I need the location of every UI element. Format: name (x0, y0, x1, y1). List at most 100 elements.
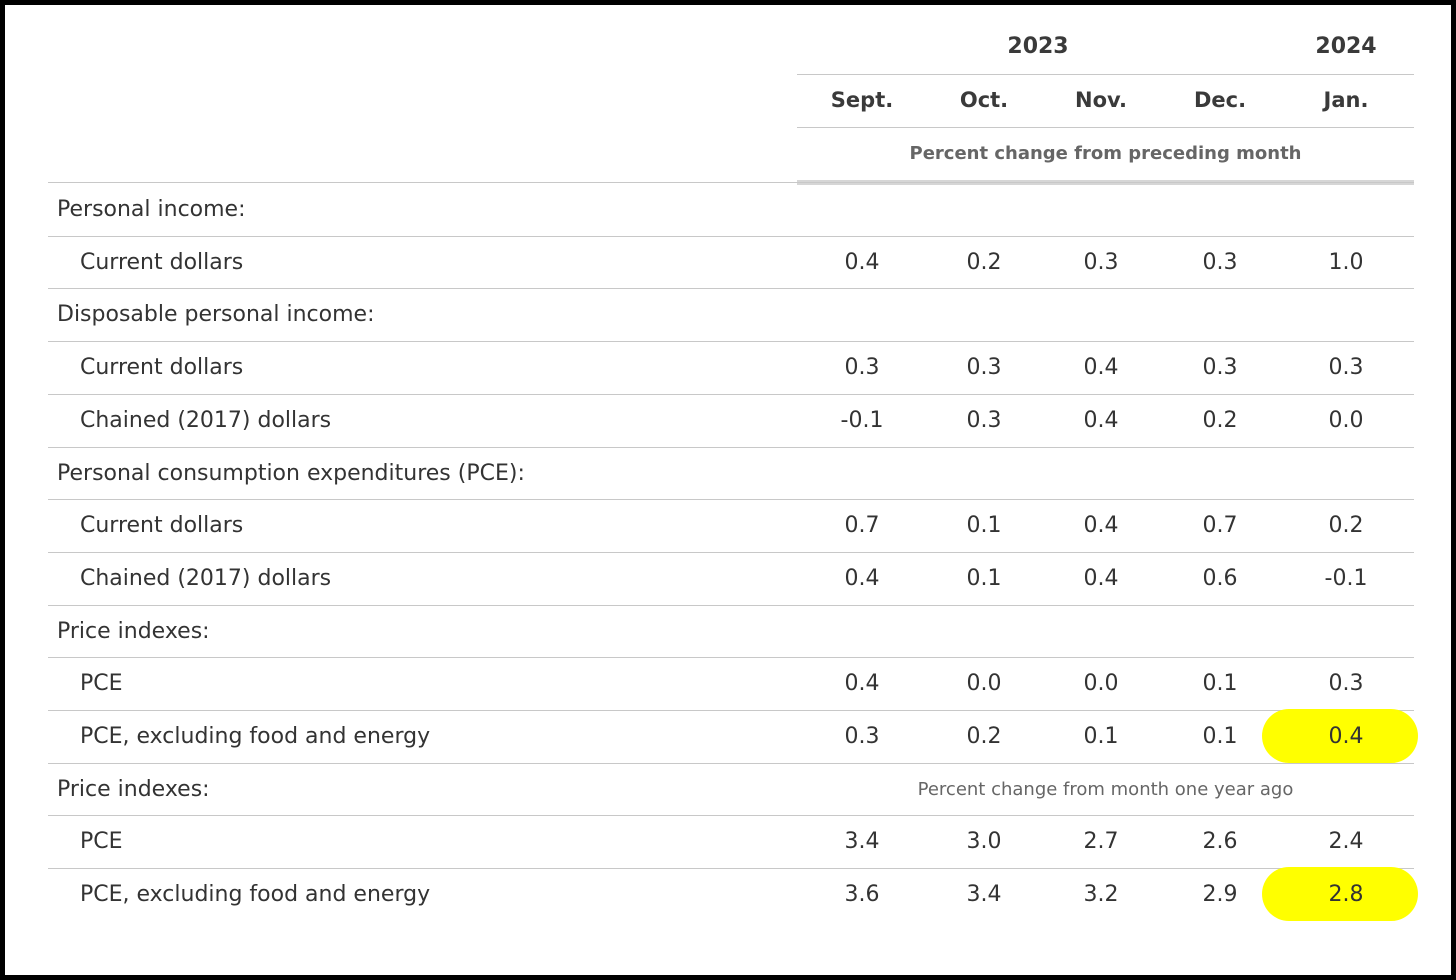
table-cell: 0.4 (1083, 407, 1119, 433)
row-label: Chained (2017) dollars (80, 407, 332, 433)
table-cell: 0.1 (1202, 724, 1238, 749)
table-cell: 0.0 (1083, 671, 1119, 697)
table-cell: 0.0 (1328, 407, 1364, 433)
table-row: Current dollars 0.4 0.2 0.3 0.3 1.0 (48, 237, 1414, 289)
table-row: PCE, excluding food and energy 0.3 0.2 0.1 0… (48, 709, 1418, 763)
table-cell: 3.0 (966, 829, 1002, 855)
row-divider (48, 499, 1414, 501)
table-cell: 0.3 (966, 407, 1002, 433)
row-divider (48, 551, 1414, 553)
year-header: 2023 (1007, 34, 1069, 59)
row-divider (48, 341, 1414, 343)
row-divider (48, 182, 1414, 183)
table-cell: 0.0 (966, 671, 1002, 697)
table-cell: 0.3 (966, 355, 1002, 381)
subheading-monthly: Percent change from preceding month (909, 143, 1302, 164)
category-row: Price indexes: (48, 606, 1414, 658)
row-label: Current dollars (80, 513, 244, 539)
table-cell: 0.4 (844, 249, 880, 275)
month-header: Sept. (830, 88, 894, 112)
row-label: PCE, excluding food and energy (80, 724, 431, 749)
table-cell: 0.1 (966, 565, 1002, 591)
header-rule (797, 127, 1414, 128)
category-row: Disposable personal income: (48, 289, 1414, 341)
table-row: PCE 0.4 0.0 0.0 0.1 0.3 (48, 658, 1414, 710)
row-divider (48, 446, 1414, 448)
table-cell: 0.2 (966, 249, 1002, 275)
table-row: Chained (2017) dollars -0.1 0.3 0.4 0.2 0.0 (48, 395, 1414, 447)
table-cell: -0.1 (1324, 565, 1368, 591)
table-row: Current dollars 0.7 0.1 0.4 0.7 0.2 (48, 500, 1414, 552)
row-divider (48, 393, 1414, 395)
row-divider (48, 868, 1414, 870)
table-cell: 2.6 (1202, 829, 1238, 855)
table-cell: 0.2 (1328, 513, 1364, 539)
month-header: Nov. (1075, 88, 1127, 112)
table-cell: 0.4 (844, 671, 880, 697)
row-label: Chained (2017) dollars (80, 565, 332, 591)
table-cell: 2.9 (1202, 882, 1238, 908)
month-header: Oct. (959, 88, 1009, 112)
row-divider (48, 815, 1414, 817)
row-divider (48, 288, 1414, 290)
highlight-marker (1262, 709, 1418, 763)
table-row: Current dollars 0.3 0.3 0.4 0.3 0.3 (48, 342, 1414, 394)
table-cell: 0.4 (1083, 565, 1119, 591)
table-cell: 0.1 (966, 513, 1002, 539)
table-cell: 3.6 (844, 882, 880, 908)
table-cell: 1.0 (1328, 249, 1364, 275)
table-cell: 0.7 (844, 513, 880, 539)
row-divider (48, 657, 1414, 659)
table-cell: 3.4 (844, 829, 880, 855)
subheading-annual: Percent change from month one year ago (917, 778, 1294, 800)
table-cell: 0.1 (1202, 671, 1238, 697)
table-cell: 2.7 (1083, 829, 1119, 855)
category-row: Personal consumption expenditures (PCE): (48, 448, 1414, 500)
table-cell: 0.4 (1328, 724, 1364, 749)
table-cell: 0.2 (1202, 407, 1238, 433)
table-cell: 3.4 (966, 882, 1002, 908)
row-divider (48, 710, 1414, 711)
row-label: PCE, excluding food and energy (80, 882, 431, 908)
highlight-marker (1262, 867, 1418, 922)
category-label: Disposable personal income: (57, 302, 375, 328)
row-divider (48, 235, 1414, 237)
category-label: Personal income: (57, 197, 246, 222)
row-label: Current dollars (80, 249, 244, 275)
row-divider (48, 762, 1414, 764)
table-row: Chained (2017) dollars 0.4 0.1 0.4 0.6 -0.1 (48, 553, 1414, 605)
table-cell: 0.3 (1202, 249, 1238, 275)
category-row: Price indexes: Percent change from month … (48, 764, 1414, 816)
table-cell: 0.6 (1202, 565, 1238, 591)
table-cell: 0.3 (1202, 355, 1238, 381)
header-rule (797, 74, 1414, 75)
category-label: Personal consumption expenditures (PCE): (57, 460, 525, 486)
month-header: Dec. (1193, 88, 1247, 112)
category-label: Price indexes: (57, 776, 210, 802)
table-row: PCE 3.4 3.0 2.7 2.6 2.4 (48, 816, 1414, 868)
table-cell: 0.3 (844, 724, 880, 749)
table-cell: 0.4 (844, 565, 880, 591)
table-cell: -0.1 (840, 407, 884, 433)
table-cell: 0.4 (1083, 355, 1119, 381)
table-cell: 0.2 (966, 724, 1002, 749)
year-header: 2024 (1315, 34, 1377, 59)
table-cell: 0.3 (1328, 355, 1364, 381)
table-cell: 0.3 (1083, 249, 1119, 275)
row-label: PCE (80, 671, 123, 697)
table-cell: 0.1 (1083, 724, 1119, 749)
table-cell: 2.4 (1328, 829, 1364, 855)
table-cell: 2.8 (1328, 882, 1364, 908)
row-label: PCE (80, 829, 123, 855)
month-header: Jan. (1323, 88, 1369, 112)
row-label: Current dollars (80, 355, 244, 381)
table-cell: 0.3 (1328, 671, 1364, 697)
table-cell: 3.2 (1083, 882, 1119, 908)
table-row: PCE, excluding food and energy 3.6 3.4 3.2 2… (48, 867, 1418, 922)
table-cell: 0.3 (844, 355, 880, 381)
table-cell: 0.4 (1083, 513, 1119, 539)
category-row: Personal income: (48, 184, 1414, 236)
category-label: Price indexes: (57, 618, 210, 644)
row-divider (48, 604, 1414, 606)
